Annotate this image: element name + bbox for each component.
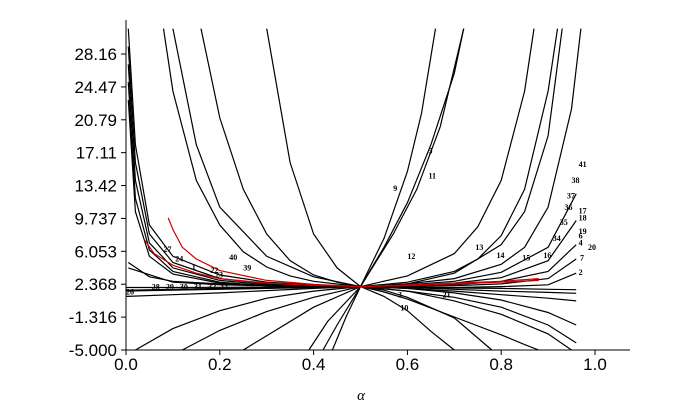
curve-number-label: 15	[522, 254, 530, 263]
curve-number-label: 31	[194, 282, 202, 291]
curve-number-label: 30	[180, 282, 188, 291]
curve-number-label: 11	[429, 172, 437, 181]
y-tick-label: 13.42	[74, 177, 117, 196]
curve-number-label: 5	[429, 147, 433, 156]
x-tick-label: 0.0	[114, 355, 138, 374]
curves-layer	[125, 28, 582, 351]
series-curve-9	[162, 28, 577, 344]
curve-number-label: 16	[543, 251, 551, 260]
curve-number-label: 28	[152, 282, 160, 291]
axes-layer	[125, 20, 630, 351]
curve-number-label: 38	[572, 176, 580, 185]
curve-number-label: 40	[229, 253, 237, 262]
curve-number-label: 4	[579, 239, 583, 248]
curve-number-label: 6	[579, 231, 583, 240]
curve-number-label: 19	[579, 227, 587, 236]
curve-number-label: 7	[580, 254, 584, 263]
curve-number-label: 26	[126, 288, 134, 297]
series-curve-6	[127, 28, 582, 288]
curve-number-label: 3	[398, 290, 402, 299]
curve-number-label: 33	[220, 281, 228, 290]
x-tick-label: 0.2	[208, 355, 232, 374]
curve-number-label: 13	[475, 243, 483, 252]
curve-number-label: 2	[579, 268, 583, 277]
series-curve-7	[128, 28, 559, 288]
x-tick-label: 1.0	[583, 355, 607, 374]
curve-number-label: 17	[579, 206, 587, 215]
curve-number-label: 34	[553, 234, 561, 243]
y-tick-label: 2.368	[74, 275, 117, 294]
x-axis-label: α	[357, 388, 366, 404]
series-curve-15	[242, 285, 455, 351]
y-tick-label: 28.16	[74, 45, 117, 64]
curve-number-label: 10	[400, 304, 408, 313]
curve-number-label: 18	[579, 214, 587, 223]
y-tick-label: 6.053	[74, 242, 117, 261]
y-tick-label: 9.737	[74, 209, 117, 228]
ticks-layer: 0.0 0.2 0.4 0.6 0.8 1.0 -5.000 -1.316 2.368 6.053…	[69, 45, 607, 374]
series-curve-22	[144, 239, 539, 288]
curve-number-label: 14	[497, 251, 505, 260]
curve-number-label: 35	[560, 218, 568, 227]
series-curve-19	[266, 28, 563, 288]
curve-number-label: 24	[175, 255, 183, 264]
series-curve-1	[127, 28, 577, 289]
curve-number-label: 1	[192, 263, 196, 272]
y-tick-label: 24.47	[74, 78, 117, 97]
y-tick-label: 20.79	[74, 111, 117, 130]
curve-number-label: 21	[443, 290, 451, 299]
curve-number-label: 37	[567, 191, 575, 200]
curve-number-label: 39	[243, 264, 251, 273]
y-tick-label: 17.11	[76, 144, 117, 163]
series-curve-17	[308, 28, 465, 351]
series-curve-20	[172, 28, 535, 288]
series-curve-4	[127, 82, 577, 288]
x-tick-label: 0.8	[489, 355, 513, 374]
x-tick-label: 0.6	[396, 355, 420, 374]
x-tick-label: 0.4	[302, 355, 326, 374]
curve-number-label: 32	[208, 282, 216, 291]
series-curve-2	[127, 46, 577, 288]
series-curve-23	[167, 217, 539, 288]
curve-number-label: 27	[164, 245, 172, 254]
y-tick-label: -1.316	[69, 308, 117, 327]
curve-number-label: 9	[393, 184, 397, 193]
curve-number-label: 12	[407, 252, 415, 261]
curve-number-label: 23	[215, 271, 223, 280]
series-curve-18	[331, 28, 437, 351]
curve-number-label: 22	[210, 266, 218, 275]
curve-number-label: 29	[166, 282, 174, 291]
curve-number-label: 41	[579, 160, 587, 169]
curve-number-label: 20	[588, 243, 596, 252]
y-tick-label: -5.000	[69, 341, 117, 360]
curve-number-label: 36	[565, 203, 573, 212]
